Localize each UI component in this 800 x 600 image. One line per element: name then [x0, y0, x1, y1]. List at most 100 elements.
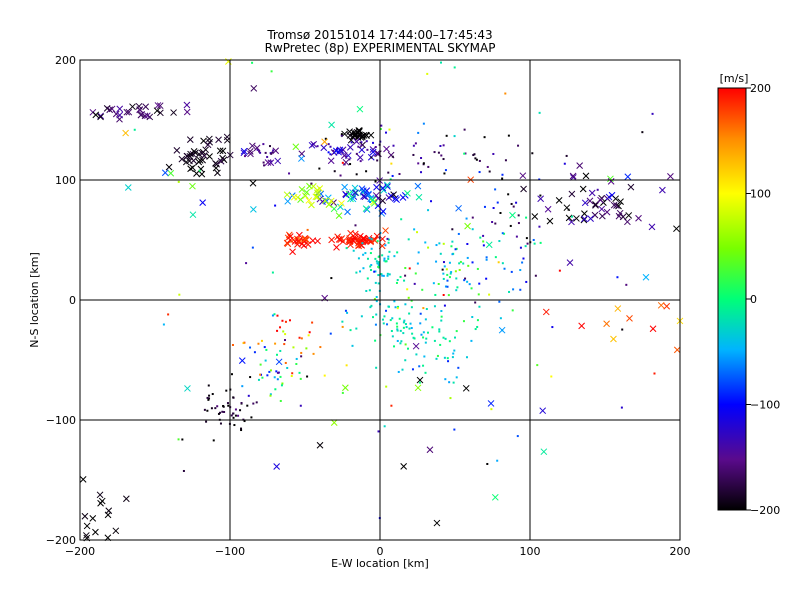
data-point [270, 160, 273, 163]
data-point [422, 162, 425, 165]
data-point [251, 61, 254, 64]
data-point [519, 288, 522, 291]
data-point [387, 238, 390, 241]
data-point [446, 273, 449, 276]
data-point [486, 165, 489, 168]
data-point-x [272, 147, 280, 155]
data-point [374, 281, 377, 284]
data-point [565, 154, 568, 157]
data-point [440, 310, 443, 313]
data-point [217, 412, 220, 415]
data-point [539, 194, 542, 197]
data-point [398, 317, 401, 320]
data-point [398, 173, 401, 176]
data-point-x [283, 191, 291, 199]
data-point [415, 353, 418, 356]
data-point [341, 391, 344, 394]
data-point [368, 289, 371, 292]
data-point [388, 305, 391, 308]
data-point [403, 319, 406, 322]
data-point [274, 204, 277, 207]
data-point [433, 151, 436, 154]
data-point [442, 144, 445, 147]
data-point-x [344, 208, 351, 216]
data-point [470, 339, 473, 342]
data-point [393, 300, 396, 303]
data-point [375, 295, 378, 298]
data-point [424, 341, 427, 344]
data-point-x [240, 147, 248, 155]
data-point-x [116, 105, 124, 113]
data-point [292, 346, 295, 349]
data-point [263, 346, 266, 349]
data-point [439, 343, 442, 346]
data-point [404, 274, 407, 277]
data-point [345, 155, 348, 158]
data-point [501, 177, 504, 180]
data-point [290, 374, 293, 377]
data-point-x [83, 522, 91, 530]
data-point [473, 153, 476, 156]
data-point [261, 376, 264, 379]
data-point [399, 275, 402, 278]
data-point [517, 214, 520, 217]
data-point [450, 245, 453, 248]
data-point-x [135, 102, 143, 110]
data-point [377, 282, 380, 285]
data-point [448, 340, 451, 343]
data-point-x [327, 197, 335, 205]
data-point [374, 180, 377, 183]
data-point-x [313, 193, 321, 201]
data-point [503, 232, 506, 235]
data-point [521, 261, 524, 264]
data-point [538, 111, 541, 114]
data-point [455, 289, 458, 292]
data-point-x [316, 441, 324, 449]
data-point-x [305, 197, 313, 204]
data-point-x [183, 152, 191, 160]
data-point-x [313, 186, 321, 194]
data-point [407, 296, 410, 299]
data-point [318, 167, 321, 170]
data-point [359, 270, 362, 273]
data-point [517, 222, 520, 225]
data-point-x [330, 419, 338, 426]
data-point [641, 131, 644, 134]
data-point [279, 349, 282, 352]
data-point [418, 365, 421, 368]
data-point [498, 300, 501, 303]
data-point [340, 133, 343, 136]
data-point [362, 267, 365, 270]
data-point [387, 241, 390, 244]
data-point-x [123, 108, 131, 116]
data-point [330, 277, 333, 280]
data-point-x [379, 208, 387, 215]
data-point [406, 347, 409, 350]
data-point [416, 262, 419, 265]
data-point [295, 363, 298, 366]
data-point-x [607, 175, 614, 183]
data-point [203, 408, 206, 411]
data-point [346, 311, 349, 314]
data-point [388, 273, 391, 276]
data-point [453, 135, 456, 138]
data-point-x [274, 157, 282, 165]
data-point-x [157, 109, 164, 117]
data-point [369, 265, 372, 268]
data-point-x [214, 169, 221, 177]
data-point [394, 306, 397, 309]
data-point [422, 336, 425, 339]
data-point [380, 124, 383, 127]
data-point [467, 264, 470, 267]
data-point-x [153, 107, 161, 115]
data-point-x [573, 215, 580, 222]
data-point-x [487, 400, 495, 407]
data-point [382, 322, 385, 325]
data-point [386, 237, 389, 240]
data-point-x [610, 201, 618, 209]
data-point [507, 134, 510, 137]
data-point-x [303, 188, 310, 196]
data-point [279, 326, 282, 329]
data-point [445, 134, 448, 137]
data-point-x [356, 154, 364, 161]
